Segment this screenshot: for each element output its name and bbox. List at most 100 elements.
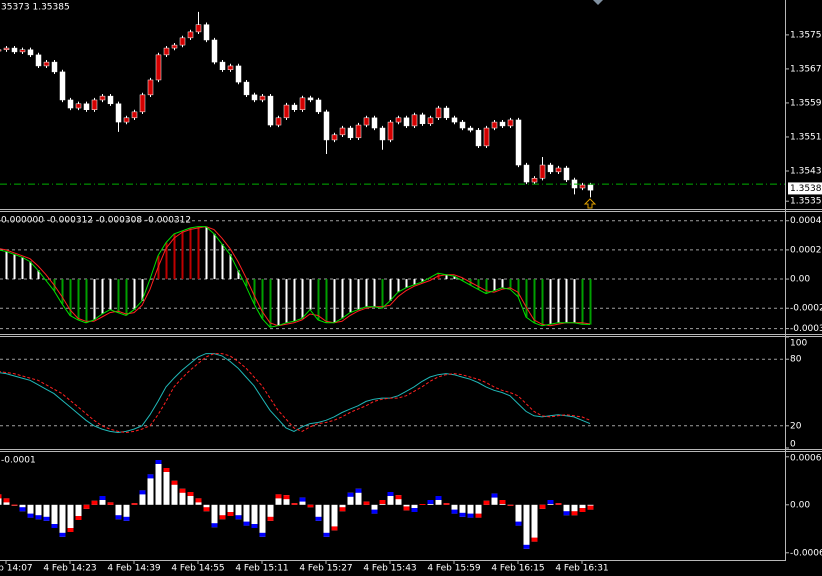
histogram-bar xyxy=(269,279,272,328)
histogram-bar xyxy=(445,274,448,280)
candle-body xyxy=(499,121,506,127)
candle-body xyxy=(19,49,26,53)
candle-body xyxy=(451,117,458,123)
candle-body xyxy=(315,99,322,113)
bar-cap xyxy=(163,468,170,472)
y-tick-label: 1.35670 xyxy=(790,64,822,74)
candle-body xyxy=(531,177,538,183)
bar-cap xyxy=(99,496,106,500)
candle-body xyxy=(227,65,234,71)
bar-cap xyxy=(283,495,290,500)
y-tick-label: 0 xyxy=(790,440,796,450)
bar-cap xyxy=(315,516,322,521)
histogram-bar xyxy=(501,279,504,288)
candle-body xyxy=(475,129,482,147)
candle-body xyxy=(395,117,402,123)
candle-body xyxy=(507,119,514,127)
histogram-bar xyxy=(59,504,66,537)
histogram-bar xyxy=(395,495,402,505)
candle-body xyxy=(155,54,162,81)
bar-cap xyxy=(187,492,194,496)
histogram-bar xyxy=(491,493,498,505)
x-tick-label: 4 Feb 14:39 xyxy=(107,564,161,574)
histogram-bar xyxy=(45,279,48,281)
bar-cap xyxy=(299,497,306,502)
histogram-bar xyxy=(235,504,242,520)
histogram-bar xyxy=(197,226,200,280)
histogram-bar xyxy=(565,279,568,323)
candle-body xyxy=(515,119,522,166)
histogram-bar xyxy=(213,233,216,280)
bar-cap xyxy=(115,515,122,520)
candle-body xyxy=(171,44,178,49)
candle-body xyxy=(403,117,410,127)
candle-body xyxy=(3,47,10,51)
bar-cap xyxy=(475,513,482,518)
y-tick-label: 0.00 xyxy=(790,275,810,285)
histogram-bar xyxy=(549,279,552,325)
candle-body xyxy=(539,164,546,179)
bar-cap xyxy=(555,503,562,505)
histogram-bar xyxy=(69,279,72,316)
histogram-bar xyxy=(493,279,496,291)
bar-cap xyxy=(227,512,234,516)
candle-body xyxy=(491,121,498,129)
histogram-bar xyxy=(429,277,432,280)
candle-body xyxy=(411,114,418,127)
candle-body xyxy=(243,81,250,96)
candle-body xyxy=(563,167,570,181)
bar-cap xyxy=(587,505,594,510)
candle-body xyxy=(195,24,202,33)
x-tick-label: 4 Feb 15:43 xyxy=(363,564,416,574)
bar-cap xyxy=(363,501,370,505)
bar-cap xyxy=(11,504,18,506)
bar-cap xyxy=(547,500,554,504)
candle-body xyxy=(91,99,98,110)
bar-cap xyxy=(403,506,410,511)
histogram-bar xyxy=(165,242,168,280)
candle-body xyxy=(147,79,154,96)
candle-body xyxy=(83,103,90,110)
histogram-bar xyxy=(43,504,50,521)
bar-cap xyxy=(51,524,58,528)
histogram-bar xyxy=(75,504,82,520)
candle-body xyxy=(555,167,562,173)
histogram-bar xyxy=(101,279,104,315)
bar-cap xyxy=(411,508,418,512)
x-tick-label: 4 Feb 15:59 xyxy=(427,564,481,574)
candle-body xyxy=(339,127,346,136)
arrow-icon xyxy=(583,198,597,209)
bar-cap xyxy=(19,507,26,512)
histogram-bar xyxy=(227,504,234,516)
histogram-bar xyxy=(67,504,74,532)
histogram-bar xyxy=(477,279,480,290)
histogram-bar xyxy=(413,279,416,285)
bar-cap xyxy=(155,460,162,464)
candle-body xyxy=(267,95,274,126)
candle-body xyxy=(51,61,58,73)
y-tick-label: 1.35359 xyxy=(790,197,822,207)
candle-body xyxy=(219,61,226,71)
candle-body xyxy=(139,94,146,113)
x-tick-label: 4 Feb 16:15 xyxy=(491,564,544,574)
histogram-bar xyxy=(309,279,312,310)
candle-body xyxy=(547,164,554,173)
histogram-bar xyxy=(5,251,8,280)
histogram-bar xyxy=(21,257,24,280)
bar-cap xyxy=(523,544,530,549)
bar-cap xyxy=(235,515,242,520)
bar-cap xyxy=(0,494,2,499)
y-tick-label: 20 xyxy=(790,421,802,431)
candle-body xyxy=(67,99,74,109)
histogram-bar xyxy=(355,488,362,505)
bar-cap xyxy=(499,500,506,504)
bar-cap xyxy=(219,515,226,520)
bar-cap xyxy=(195,498,202,503)
candle-body xyxy=(187,31,194,39)
candle-body xyxy=(355,124,362,139)
histogram-bar xyxy=(149,279,152,280)
y-tick-label: 0.00 xyxy=(790,500,810,510)
bar-cap xyxy=(323,532,330,537)
histogram-bar xyxy=(347,492,354,505)
histogram-bar xyxy=(389,279,392,301)
